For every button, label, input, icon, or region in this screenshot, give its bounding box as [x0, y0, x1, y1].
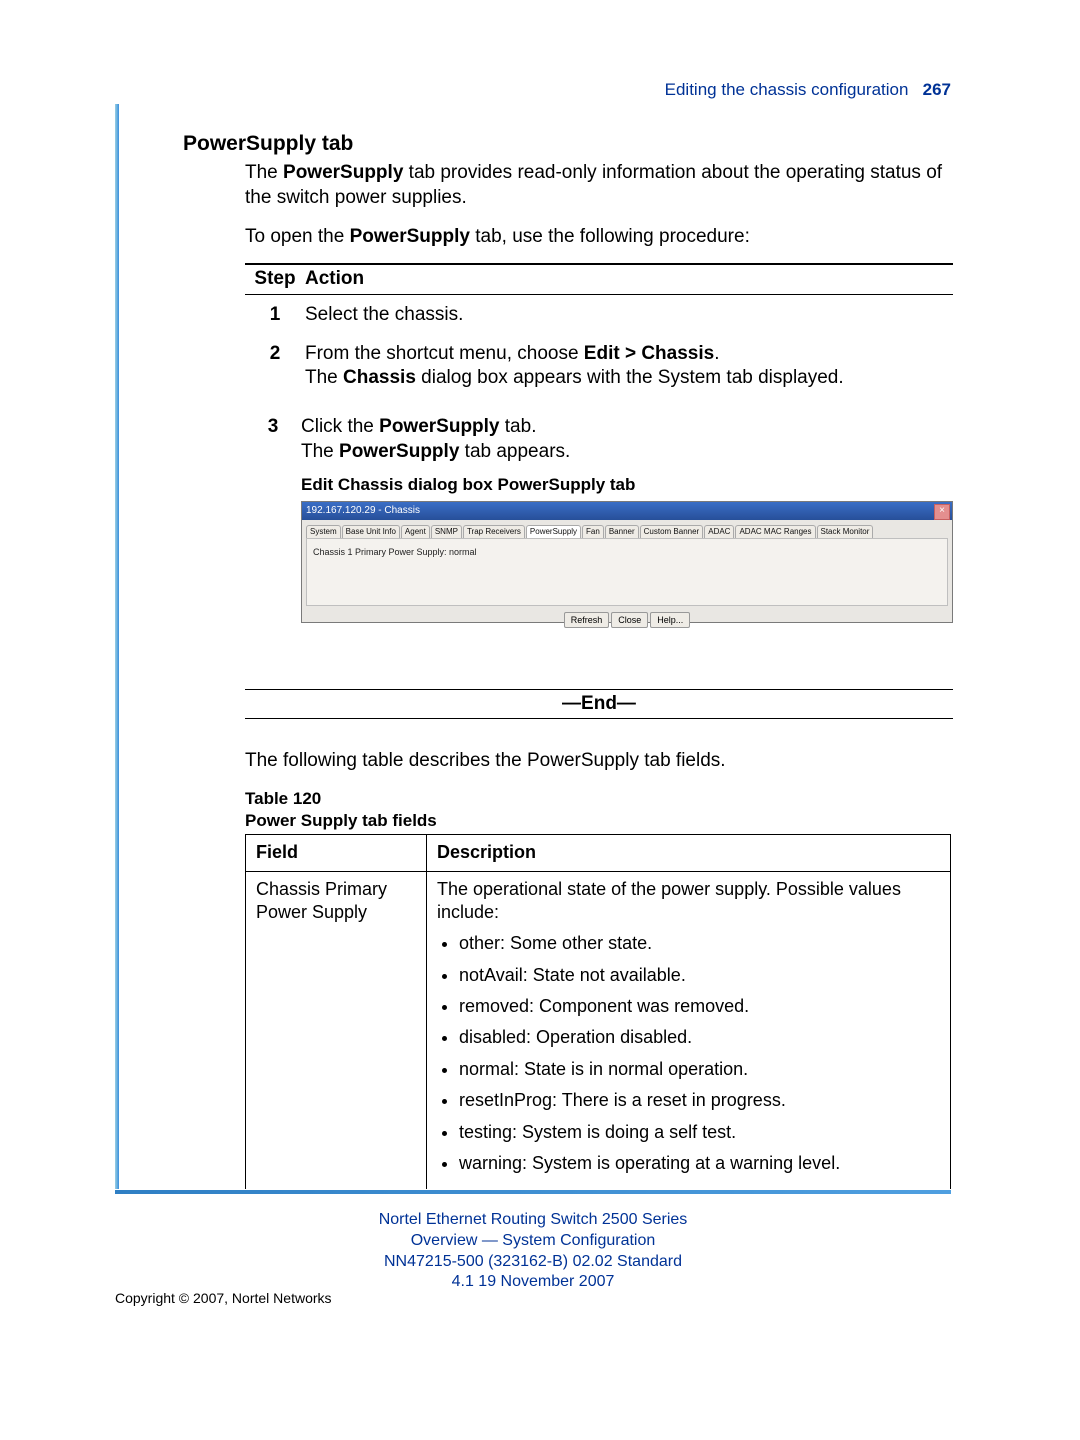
- end-rule-top: [245, 689, 953, 690]
- horizontal-accent-rule: [115, 1190, 951, 1194]
- dialog-tab[interactable]: ADAC: [704, 525, 734, 537]
- dialog-tab[interactable]: Base Unit Info: [342, 525, 400, 537]
- dialog-tab[interactable]: Banner: [605, 525, 639, 537]
- dialog-screenshot: 192.167.120.29 - Chassis×SystemBase Unit…: [301, 501, 953, 623]
- step-row: 1Select the chassis.: [245, 303, 953, 328]
- col-header-field: Field: [246, 835, 427, 871]
- dialog-tab[interactable]: Fan: [582, 525, 604, 537]
- dialog-tab[interactable]: PowerSupply: [526, 525, 581, 537]
- step-number: 2: [245, 342, 305, 367]
- steps-rule-top: [245, 263, 953, 265]
- section-heading: PowerSupply tab: [183, 130, 953, 157]
- open-procedure-intro: To open the PowerSupply tab, use the fol…: [245, 225, 953, 250]
- steps-rule-under-header: [245, 294, 953, 295]
- table-row: Chassis Primary Power Supply The operati…: [246, 871, 951, 1189]
- figure-caption: Edit Chassis dialog box PowerSupply tab: [301, 474, 953, 496]
- step-row: 2From the shortcut menu, choose Edit > C…: [245, 342, 953, 401]
- table-intro: The following table describes the PowerS…: [245, 749, 953, 774]
- dialog-tabstrip: SystemBase Unit InfoAgentSNMPTrap Receiv…: [302, 520, 952, 538]
- dialog-panel: Chassis 1 Primary Power Supply: normal: [306, 538, 948, 606]
- steps-header-action: Action: [305, 267, 953, 292]
- list-item: notAvail: State not available.: [459, 964, 940, 987]
- step-body: From the shortcut menu, choose Edit > Ch…: [305, 342, 953, 401]
- content-area: Editing the chassis configuration 267 Po…: [115, 80, 951, 1198]
- table-caption-line1: Table 120: [245, 789, 321, 808]
- running-header-text: Editing the chassis configuration: [665, 80, 909, 99]
- dialog-tab[interactable]: System: [306, 525, 341, 537]
- list-item: disabled: Operation disabled.: [459, 1026, 940, 1049]
- cell-field: Chassis Primary Power Supply: [246, 871, 427, 1189]
- page-footer: Nortel Ethernet Routing Switch 2500 Seri…: [115, 1210, 951, 1293]
- table-caption: Table 120 Power Supply tab fields: [245, 788, 953, 832]
- list-item: testing: System is doing a self test.: [459, 1121, 940, 1144]
- table-caption-line2: Power Supply tab fields: [245, 811, 437, 830]
- list-item: normal: State is in normal operation.: [459, 1058, 940, 1081]
- dialog-tab[interactable]: ADAC MAC Ranges: [735, 525, 815, 537]
- cell-description-list: other: Some other state. notAvail: State …: [437, 932, 940, 1175]
- cell-description: The operational state of the power suppl…: [427, 871, 951, 1189]
- body: PowerSupply tab The PowerSupply tab prov…: [183, 130, 953, 1189]
- footer-line1: Nortel Ethernet Routing Switch 2500 Seri…: [115, 1210, 951, 1231]
- end-rule-bottom: [245, 718, 953, 719]
- dialog-tab[interactable]: Trap Receivers: [463, 525, 525, 537]
- page-number: 267: [923, 80, 951, 99]
- list-item: removed: Component was removed.: [459, 995, 940, 1018]
- dialog-tab[interactable]: Custom Banner: [640, 525, 704, 537]
- step-body: Click the PowerSupply tab.The PowerSuppl…: [301, 415, 953, 672]
- page: Editing the chassis configuration 267 Po…: [0, 0, 1080, 1440]
- step-row: 3Click the PowerSupply tab.The PowerSupp…: [245, 415, 953, 672]
- procedure-steps: Step Action 1Select the chassis.2From th…: [245, 263, 953, 672]
- table-header-row: Field Description: [246, 835, 951, 871]
- end-marker: —End—: [245, 689, 953, 720]
- fields-table: Field Description Chassis Primary Power …: [245, 834, 951, 1189]
- dialog-tab[interactable]: Agent: [401, 525, 430, 537]
- dialog-button[interactable]: Close: [611, 612, 648, 628]
- col-header-description: Description: [427, 835, 951, 871]
- list-item: warning: System is operating at a warnin…: [459, 1152, 940, 1175]
- steps-header-step: Step: [245, 267, 305, 292]
- dialog-tab[interactable]: Stack Monitor: [817, 525, 874, 537]
- end-label: —End—: [245, 692, 953, 717]
- close-icon[interactable]: ×: [934, 504, 950, 520]
- intro-paragraph: The PowerSupply tab provides read-only i…: [245, 161, 953, 210]
- dialog-button-row: RefreshCloseHelp...: [302, 612, 952, 628]
- dialog-button[interactable]: Help...: [650, 612, 690, 628]
- footer-line3: NN47215-500 (323162-B) 02.02 Standard: [115, 1252, 951, 1273]
- running-header: Editing the chassis configuration 267: [665, 80, 951, 100]
- copyright: Copyright © 2007, Nortel Networks: [115, 1290, 332, 1306]
- dialog-tab[interactable]: SNMP: [431, 525, 462, 537]
- vertical-accent-rule: [115, 104, 119, 1189]
- list-item: resetInProg: There is a reset in progres…: [459, 1089, 940, 1112]
- dialog-titlebar: 192.167.120.29 - Chassis×: [302, 502, 952, 520]
- cell-description-intro: The operational state of the power suppl…: [437, 878, 940, 925]
- list-item: other: Some other state.: [459, 932, 940, 955]
- footer-line2: Overview — System Configuration: [115, 1231, 951, 1252]
- step-number: 3: [245, 415, 301, 440]
- step-number: 1: [245, 303, 305, 328]
- dialog-button[interactable]: Refresh: [564, 612, 610, 628]
- step-body: Select the chassis.: [305, 303, 953, 328]
